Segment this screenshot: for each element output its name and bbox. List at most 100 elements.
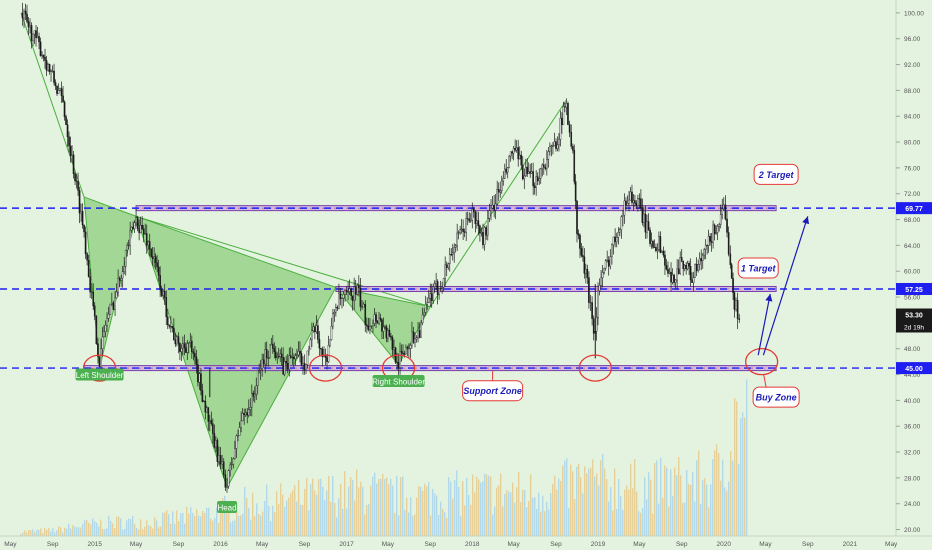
candle-body bbox=[424, 304, 427, 313]
candle-body bbox=[591, 302, 593, 319]
resistance-price-label: 69.77 bbox=[905, 206, 923, 213]
volume-bar bbox=[638, 511, 640, 536]
volume-bar bbox=[522, 489, 524, 536]
candle-body bbox=[148, 241, 151, 250]
candle-body bbox=[397, 362, 400, 368]
volume-bar bbox=[644, 477, 646, 536]
candle-body bbox=[136, 217, 139, 230]
candle-body bbox=[66, 124, 69, 138]
candle-body bbox=[309, 339, 312, 350]
volume-bar bbox=[72, 525, 74, 536]
candle-body bbox=[432, 286, 435, 301]
candle-body bbox=[659, 236, 662, 253]
candle-body bbox=[460, 228, 463, 230]
candle-body bbox=[473, 208, 475, 213]
neckline-price-label: 57.25 bbox=[905, 287, 923, 294]
volume-bar bbox=[404, 509, 406, 536]
candle-body bbox=[704, 244, 707, 250]
volume-bar bbox=[608, 501, 610, 536]
volume-bar bbox=[488, 475, 490, 536]
volume-bar bbox=[22, 532, 24, 536]
volume-bar bbox=[574, 499, 576, 536]
volume-bar bbox=[628, 489, 630, 536]
volume-bar bbox=[710, 484, 712, 536]
rally-trend-line bbox=[429, 99, 567, 308]
volume-bar bbox=[454, 479, 456, 536]
candle-body bbox=[709, 236, 711, 242]
candle-body bbox=[662, 251, 665, 256]
volume-bar bbox=[582, 493, 584, 536]
candle-body bbox=[388, 330, 391, 337]
volume-bar bbox=[120, 518, 122, 536]
volume-bar bbox=[428, 482, 430, 536]
volume-bar bbox=[414, 514, 416, 536]
volume-bar bbox=[124, 528, 126, 536]
volume-bar bbox=[322, 486, 324, 536]
candle-body bbox=[165, 297, 168, 317]
candle-body bbox=[243, 413, 245, 415]
price-tick-label: 100.00 bbox=[904, 10, 924, 17]
candle-body bbox=[305, 364, 307, 370]
volume-bar bbox=[208, 507, 210, 536]
candle-body bbox=[399, 350, 401, 368]
candle-body bbox=[529, 171, 532, 174]
candle-body bbox=[406, 347, 409, 349]
candle-body bbox=[632, 200, 635, 203]
candle-body bbox=[222, 461, 225, 475]
volume-bar bbox=[140, 519, 142, 536]
candle-body bbox=[308, 348, 310, 352]
candle-body bbox=[415, 337, 418, 340]
candle-body bbox=[457, 232, 460, 234]
candle-body bbox=[544, 166, 547, 169]
candle-body bbox=[192, 351, 195, 354]
candle-body bbox=[488, 210, 491, 219]
volume-bar bbox=[422, 490, 424, 536]
volume-bar bbox=[648, 472, 650, 536]
candle-body bbox=[568, 124, 571, 133]
candle-body bbox=[692, 277, 695, 283]
candle-body bbox=[601, 272, 604, 279]
time-tick-label: May bbox=[759, 541, 772, 548]
right-shoulder-label-box bbox=[372, 375, 425, 388]
candle-body bbox=[204, 400, 207, 413]
volume-bar bbox=[220, 501, 222, 536]
time-axis[interactable]: May Sep 2015 May Sep 2016 May Sep 2017 May Sep 2018… bbox=[0, 535, 932, 548]
candle-body bbox=[83, 224, 85, 233]
candle-body bbox=[283, 361, 286, 375]
volume-bar bbox=[642, 508, 644, 536]
volume-bar bbox=[70, 528, 72, 536]
candle-body bbox=[631, 191, 633, 203]
candle-body bbox=[511, 151, 513, 154]
candle-body bbox=[358, 285, 360, 289]
volume-bar bbox=[540, 511, 542, 536]
time-tick-label: May bbox=[4, 541, 17, 548]
candle-body bbox=[542, 164, 545, 168]
candle-body bbox=[232, 458, 235, 465]
volume-bar bbox=[480, 482, 482, 536]
zone-circle bbox=[308, 354, 343, 382]
candle-body bbox=[541, 164, 544, 170]
time-tick-label: Sep bbox=[299, 541, 311, 548]
candle-body bbox=[302, 363, 304, 366]
candle-body bbox=[335, 307, 337, 313]
candle-body bbox=[553, 141, 556, 146]
candle-body bbox=[296, 354, 298, 357]
candle-body bbox=[719, 214, 722, 225]
volume-bar bbox=[116, 516, 118, 536]
current-price-label: 53.30 bbox=[905, 312, 923, 319]
candle-body bbox=[265, 349, 268, 359]
candle-body bbox=[603, 268, 605, 273]
volume-bar bbox=[28, 529, 30, 536]
candle-body bbox=[561, 117, 563, 125]
volume-bar bbox=[276, 491, 278, 536]
volume-bar bbox=[42, 532, 44, 536]
candle-body bbox=[151, 256, 154, 259]
candle-body bbox=[417, 330, 419, 339]
candle-body bbox=[317, 325, 319, 340]
buy-zone-label: Buy Zone bbox=[756, 393, 797, 403]
volume-bar bbox=[718, 452, 720, 536]
candle-body bbox=[268, 344, 271, 358]
candle-body bbox=[441, 286, 443, 289]
candle-body bbox=[203, 400, 205, 402]
